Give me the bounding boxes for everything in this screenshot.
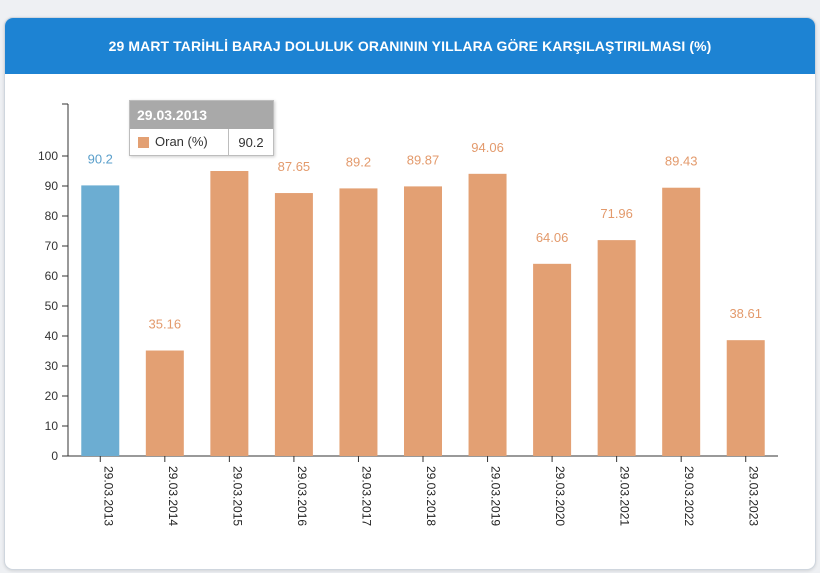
bar: [468, 173, 507, 456]
y-tick-label: 70: [45, 239, 59, 253]
x-tick-label: 29.03.2021: [618, 466, 632, 526]
data-label: 71.96: [600, 206, 633, 221]
y-tick-label: 40: [45, 329, 59, 343]
tooltip-series-swatch: [138, 136, 149, 148]
x-tick-label: 29.03.2023: [747, 466, 761, 526]
x-tick-label: 29.03.2022: [682, 466, 696, 526]
y-tick-label: 50: [45, 299, 59, 313]
bar: [662, 187, 701, 456]
data-label: 89.2: [346, 154, 371, 169]
bar: [339, 188, 378, 456]
x-tick-label: 29.03.2018: [424, 466, 438, 526]
bar: [533, 263, 572, 456]
x-tick-label: 29.03.2016: [295, 466, 309, 526]
y-tick-label: 90: [45, 179, 59, 193]
x-tick-label: 29.03.2019: [489, 466, 503, 526]
y-tick-label: 100: [38, 149, 58, 163]
bar: [404, 186, 442, 456]
data-label: 94.06: [471, 140, 504, 155]
x-tick-label: 29.03.2017: [359, 466, 373, 526]
y-tick-label: 80: [45, 209, 59, 223]
data-label: 87.65: [278, 159, 311, 174]
y-tick-label: 30: [45, 359, 59, 373]
data-label: 38.61: [729, 306, 762, 321]
x-tick-label: 29.03.2015: [230, 466, 244, 526]
tooltip-date: 29.03.2013: [130, 101, 273, 129]
data-label: 89.87: [407, 152, 440, 167]
y-tick-label: 20: [45, 389, 59, 403]
chart-tooltip: 29.03.2013 Oran (%) 90.2: [129, 100, 274, 156]
bar: [210, 171, 249, 456]
x-tick-label: 29.03.2013: [101, 466, 115, 526]
y-tick-label: 0: [51, 449, 58, 463]
chart-title: 29 MART TARİHLİ BARAJ DOLULUK ORANININ Y…: [5, 18, 815, 74]
x-tick-label: 29.03.2020: [553, 466, 567, 526]
tooltip-series-label: Oran (%): [155, 129, 229, 155]
tooltip-value: 90.2: [238, 134, 264, 150]
bar: [274, 193, 313, 457]
bar: [81, 185, 120, 456]
bar: [145, 350, 184, 456]
bar: [726, 340, 765, 456]
data-label: 64.06: [536, 230, 569, 245]
data-label: 35.16: [149, 317, 182, 332]
x-tick-label: 29.03.2014: [166, 466, 180, 526]
y-tick-label: 10: [45, 419, 59, 433]
data-label: 89.43: [665, 154, 698, 169]
bar: [597, 240, 636, 456]
data-label: 90.2: [88, 151, 113, 166]
y-tick-label: 60: [45, 269, 59, 283]
